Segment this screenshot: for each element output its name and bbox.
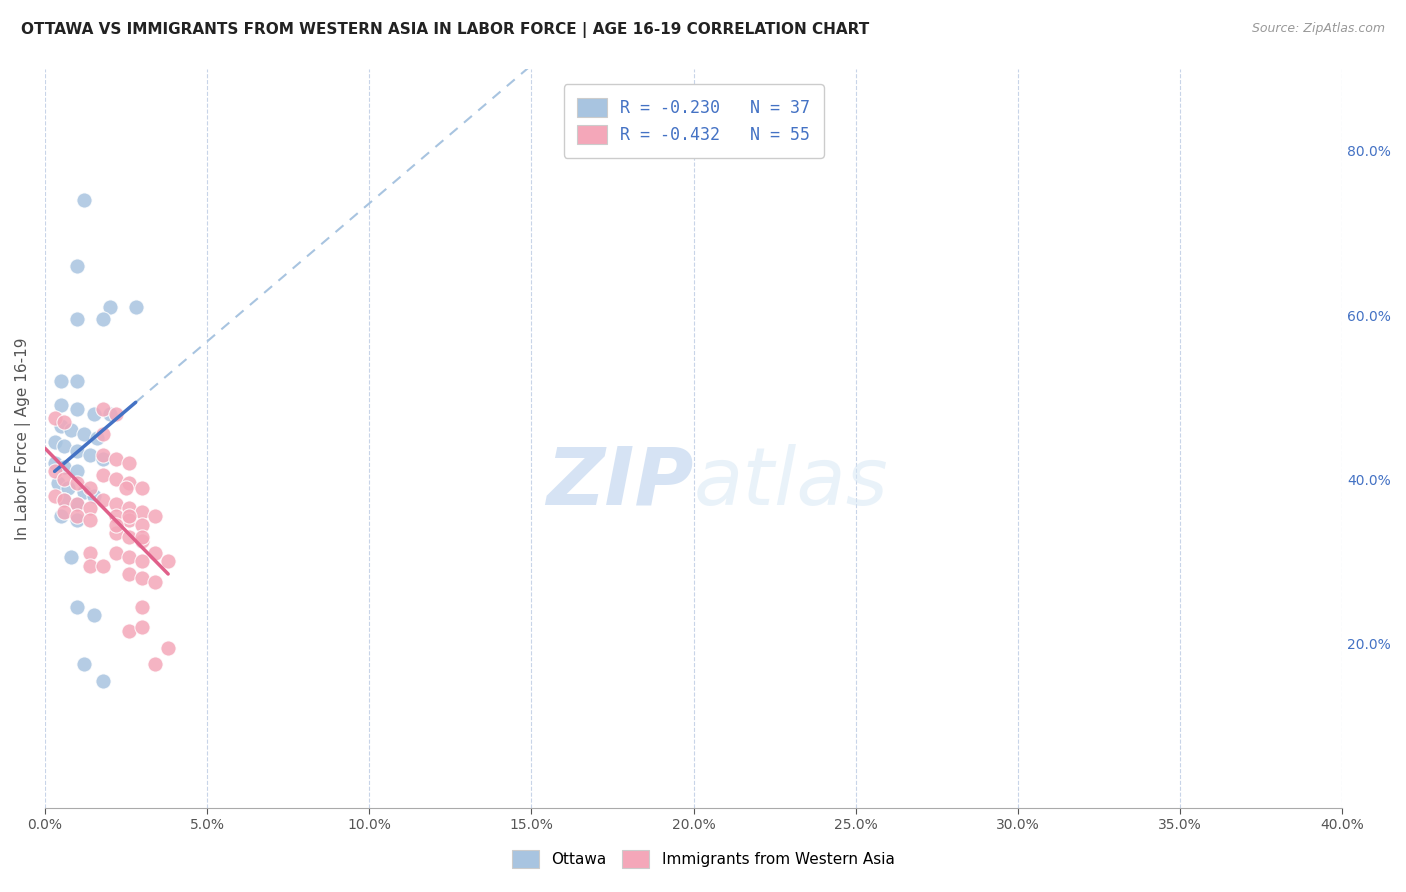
Point [73, 657, 96, 672]
Point [79, 546, 101, 560]
Point [91, 492, 114, 507]
Point [44, 410, 66, 425]
Point [143, 509, 166, 524]
Text: ZIP: ZIP [546, 443, 693, 522]
Point [91, 468, 114, 483]
Point [66, 599, 89, 614]
Point [66, 497, 89, 511]
Point [115, 481, 138, 495]
Point [105, 497, 128, 511]
Point [131, 620, 153, 634]
Text: OTTAWA VS IMMIGRANTS FROM WESTERN ASIA IN LABOR FORCE | AGE 16-19 CORRELATION CH: OTTAWA VS IMMIGRANTS FROM WESTERN ASIA I… [21, 22, 869, 38]
Point [143, 575, 166, 590]
Point [49, 418, 72, 433]
Point [91, 312, 114, 326]
Point [66, 259, 89, 273]
Point [143, 546, 166, 560]
Legend: R = -0.230   N = 37, R = -0.432   N = 55: R = -0.230 N = 37, R = -0.432 N = 55 [564, 84, 824, 158]
Point [66, 476, 89, 491]
Point [83, 607, 105, 622]
Point [118, 476, 141, 491]
Point [118, 456, 141, 470]
Point [79, 501, 101, 516]
Point [91, 427, 114, 442]
Y-axis label: In Labor Force | Age 16-19: In Labor Force | Age 16-19 [15, 337, 31, 540]
Point [66, 312, 89, 326]
Point [157, 554, 180, 568]
Point [56, 481, 79, 495]
Point [79, 448, 101, 462]
Point [125, 300, 148, 314]
Point [66, 464, 89, 478]
Point [105, 517, 128, 532]
Point [44, 456, 66, 470]
Point [79, 513, 101, 527]
Point [118, 513, 141, 527]
Point [131, 599, 153, 614]
Point [131, 481, 153, 495]
Point [118, 501, 141, 516]
Point [79, 558, 101, 573]
Point [49, 374, 72, 388]
Point [66, 513, 89, 527]
Point [105, 525, 128, 540]
Point [44, 435, 66, 450]
Point [91, 448, 114, 462]
Point [105, 509, 128, 524]
Point [118, 509, 141, 524]
Point [98, 407, 121, 421]
Point [83, 407, 105, 421]
Point [105, 546, 128, 560]
Point [53, 415, 76, 429]
Point [49, 398, 72, 412]
Point [53, 440, 76, 454]
Point [49, 509, 72, 524]
Point [118, 566, 141, 581]
Point [46, 476, 69, 491]
Point [131, 571, 153, 585]
Point [91, 402, 114, 417]
Point [131, 554, 153, 568]
Point [59, 423, 82, 437]
Point [131, 533, 153, 548]
Point [118, 550, 141, 565]
Point [73, 484, 96, 499]
Point [44, 464, 66, 478]
Point [157, 640, 180, 655]
Point [66, 443, 89, 458]
Point [44, 489, 66, 503]
Point [143, 657, 166, 672]
Point [131, 505, 153, 519]
Point [53, 505, 76, 519]
Point [79, 481, 101, 495]
Point [53, 460, 76, 475]
Point [105, 472, 128, 486]
Text: Source: ZipAtlas.com: Source: ZipAtlas.com [1251, 22, 1385, 36]
Point [91, 451, 114, 466]
Point [66, 497, 89, 511]
Legend: Ottawa, Immigrants from Western Asia: Ottawa, Immigrants from Western Asia [503, 843, 903, 875]
Point [66, 402, 89, 417]
Point [53, 472, 76, 486]
Point [131, 530, 153, 544]
Point [66, 374, 89, 388]
Point [66, 509, 89, 524]
Point [59, 550, 82, 565]
Text: atlas: atlas [693, 443, 889, 522]
Point [53, 492, 76, 507]
Point [73, 193, 96, 207]
Point [105, 407, 128, 421]
Point [91, 673, 114, 688]
Point [91, 558, 114, 573]
Point [83, 489, 105, 503]
Point [86, 431, 108, 445]
Point [131, 517, 153, 532]
Point [118, 530, 141, 544]
Point [73, 427, 96, 442]
Point [118, 624, 141, 639]
Point [53, 492, 76, 507]
Point [105, 451, 128, 466]
Point [98, 300, 121, 314]
